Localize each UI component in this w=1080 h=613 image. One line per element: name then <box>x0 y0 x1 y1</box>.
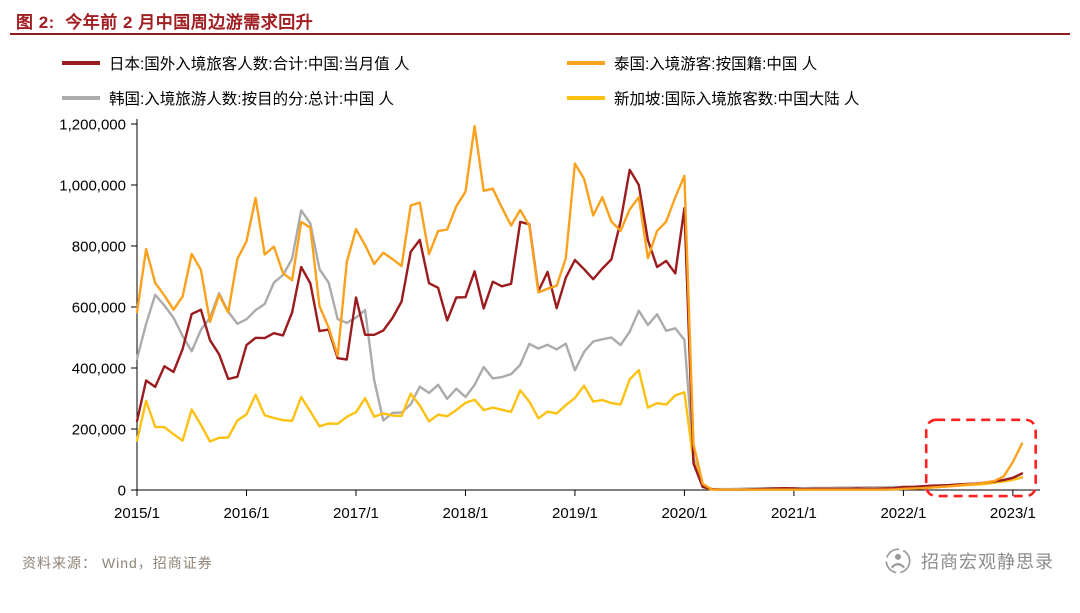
figure-number: 图 2: <box>16 13 55 32</box>
x-tick-label: 2015/1 <box>114 505 160 522</box>
figure-header: 图 2: 今年前 2 月中国周边游需求回升 <box>16 8 1064 33</box>
y-tick-label: 1,000,000 <box>59 178 126 195</box>
x-tick-label: 2018/1 <box>443 505 489 522</box>
x-tick-label: 2023/1 <box>990 505 1036 522</box>
y-tick-label: 800,000 <box>72 239 126 256</box>
legend-item-japan: 日本:国外入境旅客人数:合计:中国:当月值 人 <box>62 52 567 74</box>
legend-item-thailand: 泰国:入境游客:按国籍:中国 人 <box>567 52 1060 74</box>
chart-area: 0 200,000 400,000 600,000 800,000 1,000,000 1,… <box>0 105 1080 550</box>
y-tick-label: 1,200,000 <box>59 117 126 134</box>
x-tick-label: 2016/1 <box>224 505 270 522</box>
x-tick-label: 2017/1 <box>333 505 379 522</box>
figure-title-text: 今年前 2 月中国周边游需求回升 <box>65 13 314 32</box>
title-divider <box>10 33 1070 35</box>
series-line-japan <box>135 168 1024 491</box>
chart-legend: 日本:国外入境旅客人数:合计:中国:当月值 人 泰国:入境游客:按国籍:中国 人韩… <box>62 52 1060 109</box>
x-tick-label: 2019/1 <box>552 505 598 522</box>
data-source-note: 资料来源： Wind，招商证券 <box>22 555 213 571</box>
y-tick-label: 200,000 <box>72 422 126 439</box>
series-line-korea <box>135 209 1024 491</box>
legend-swatch-thailand <box>567 61 605 65</box>
legend-swatch-singapore <box>567 96 605 100</box>
brand-logo-icon <box>885 548 911 574</box>
figure-title: 图 2: 今年前 2 月中国周边游需求回升 <box>16 13 313 32</box>
x-tick-label: 2020/1 <box>661 505 707 522</box>
x-tick-label: 2021/1 <box>771 505 817 522</box>
legend-label: 日本:国外入境旅客人数:合计:中国:当月值 人 <box>109 56 410 73</box>
y-tick-label: 0 <box>118 483 126 500</box>
x-tick-label: 2022/1 <box>880 505 926 522</box>
y-tick-label: 600,000 <box>72 300 126 317</box>
legend-swatch-korea <box>62 96 100 100</box>
brand-badge: 招商宏观静思录 <box>883 546 1054 576</box>
legend-swatch-japan <box>62 61 100 65</box>
series-line-thailand <box>135 124 1024 491</box>
legend-item-korea: 韩国:入境旅游人数:按目的分:总计:中国 人 <box>62 87 567 109</box>
legend-item-singapore: 新加坡:国际入境旅客数:中国大陆 人 <box>567 87 1060 109</box>
series-line-singapore <box>135 368 1024 491</box>
tourism-line-chart: 0 200,000 400,000 600,000 800,000 1,000,000 1,… <box>59 117 1040 522</box>
brand-name: 招商宏观静思录 <box>921 552 1054 572</box>
legend-label: 新加坡:国际入境旅客数:中国大陆 人 <box>614 91 860 108</box>
legend-label: 泰国:入境游客:按国籍:中国 人 <box>614 56 818 73</box>
legend-label: 韩国:入境旅游人数:按目的分:总计:中国 人 <box>109 91 395 108</box>
y-tick-label: 400,000 <box>72 361 126 378</box>
